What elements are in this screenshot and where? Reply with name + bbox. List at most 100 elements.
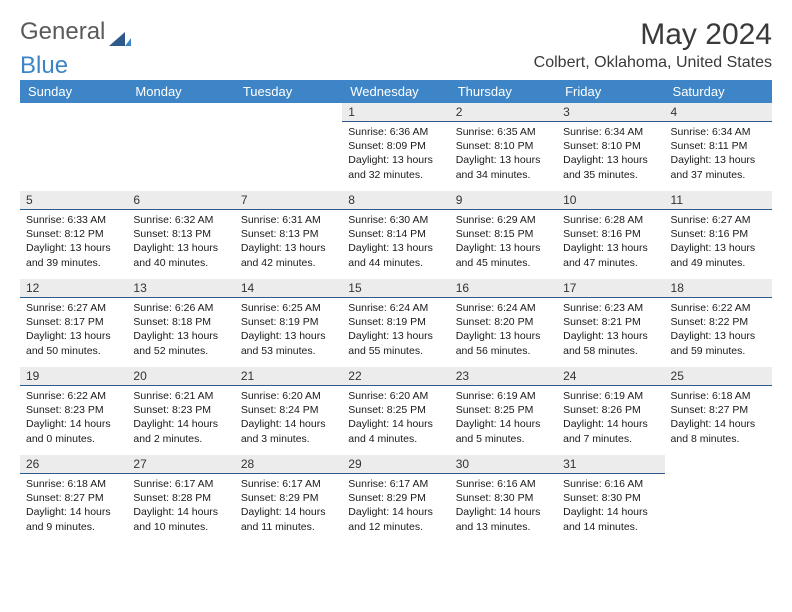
- day-header: Saturday: [665, 80, 772, 103]
- day-details: Sunrise: 6:32 AMSunset: 8:13 PMDaylight:…: [127, 210, 234, 274]
- calendar-day-cell: [235, 103, 342, 191]
- day-number: 11: [665, 191, 772, 210]
- brand-logo-line2: Blue: [20, 52, 68, 80]
- calendar-day-cell: 17Sunrise: 6:23 AMSunset: 8:21 PMDayligh…: [557, 279, 664, 367]
- day-number: 25: [665, 367, 772, 386]
- day-number: 31: [557, 455, 664, 474]
- calendar-day-cell: 2Sunrise: 6:35 AMSunset: 8:10 PMDaylight…: [450, 103, 557, 191]
- day-number: 29: [342, 455, 449, 474]
- day-details: Sunrise: 6:28 AMSunset: 8:16 PMDaylight:…: [557, 210, 664, 274]
- day-details: Sunrise: 6:25 AMSunset: 8:19 PMDaylight:…: [235, 298, 342, 362]
- calendar-day-cell: 27Sunrise: 6:17 AMSunset: 8:28 PMDayligh…: [127, 455, 234, 543]
- day-number: 21: [235, 367, 342, 386]
- location-text: Colbert, Oklahoma, United States: [534, 54, 772, 72]
- day-details: Sunrise: 6:24 AMSunset: 8:19 PMDaylight:…: [342, 298, 449, 362]
- day-details: Sunrise: 6:19 AMSunset: 8:26 PMDaylight:…: [557, 386, 664, 450]
- day-number: 14: [235, 279, 342, 298]
- day-details: Sunrise: 6:21 AMSunset: 8:23 PMDaylight:…: [127, 386, 234, 450]
- day-details: Sunrise: 6:27 AMSunset: 8:17 PMDaylight:…: [20, 298, 127, 362]
- calendar-day-cell: 7Sunrise: 6:31 AMSunset: 8:13 PMDaylight…: [235, 191, 342, 279]
- calendar-day-cell: 30Sunrise: 6:16 AMSunset: 8:30 PMDayligh…: [450, 455, 557, 543]
- calendar-day-cell: 22Sunrise: 6:20 AMSunset: 8:25 PMDayligh…: [342, 367, 449, 455]
- day-header: Monday: [127, 80, 234, 103]
- calendar-day-cell: 4Sunrise: 6:34 AMSunset: 8:11 PMDaylight…: [665, 103, 772, 191]
- day-header: Sunday: [20, 80, 127, 103]
- day-details: Sunrise: 6:16 AMSunset: 8:30 PMDaylight:…: [557, 474, 664, 538]
- day-details: Sunrise: 6:20 AMSunset: 8:24 PMDaylight:…: [235, 386, 342, 450]
- logo-sail-icon: [109, 25, 131, 39]
- calendar-day-cell: 21Sunrise: 6:20 AMSunset: 8:24 PMDayligh…: [235, 367, 342, 455]
- calendar-day-cell: 3Sunrise: 6:34 AMSunset: 8:10 PMDaylight…: [557, 103, 664, 191]
- day-number: 2: [450, 103, 557, 122]
- day-number: 4: [665, 103, 772, 122]
- day-number: 1: [342, 103, 449, 122]
- day-details: Sunrise: 6:22 AMSunset: 8:22 PMDaylight:…: [665, 298, 772, 362]
- calendar-day-cell: 26Sunrise: 6:18 AMSunset: 8:27 PMDayligh…: [20, 455, 127, 543]
- day-number: 8: [342, 191, 449, 210]
- day-details: Sunrise: 6:29 AMSunset: 8:15 PMDaylight:…: [450, 210, 557, 274]
- calendar-day-cell: 31Sunrise: 6:16 AMSunset: 8:30 PMDayligh…: [557, 455, 664, 543]
- day-details: Sunrise: 6:34 AMSunset: 8:11 PMDaylight:…: [665, 122, 772, 186]
- day-number: 30: [450, 455, 557, 474]
- calendar-day-cell: 5Sunrise: 6:33 AMSunset: 8:12 PMDaylight…: [20, 191, 127, 279]
- day-number: 20: [127, 367, 234, 386]
- calendar-day-cell: 8Sunrise: 6:30 AMSunset: 8:14 PMDaylight…: [342, 191, 449, 279]
- day-details: Sunrise: 6:17 AMSunset: 8:28 PMDaylight:…: [127, 474, 234, 538]
- calendar-week-row: 12Sunrise: 6:27 AMSunset: 8:17 PMDayligh…: [20, 279, 772, 367]
- calendar-week-row: 26Sunrise: 6:18 AMSunset: 8:27 PMDayligh…: [20, 455, 772, 543]
- calendar-day-cell: 6Sunrise: 6:32 AMSunset: 8:13 PMDaylight…: [127, 191, 234, 279]
- calendar-day-cell: 1Sunrise: 6:36 AMSunset: 8:09 PMDaylight…: [342, 103, 449, 191]
- day-number: 10: [557, 191, 664, 210]
- day-header: Thursday: [450, 80, 557, 103]
- day-details: Sunrise: 6:33 AMSunset: 8:12 PMDaylight:…: [20, 210, 127, 274]
- day-number: 16: [450, 279, 557, 298]
- day-details: Sunrise: 6:24 AMSunset: 8:20 PMDaylight:…: [450, 298, 557, 362]
- calendar-day-cell: 18Sunrise: 6:22 AMSunset: 8:22 PMDayligh…: [665, 279, 772, 367]
- brand-text-1: General: [20, 18, 105, 46]
- day-number: 5: [20, 191, 127, 210]
- calendar-day-cell: [127, 103, 234, 191]
- calendar-day-cell: 28Sunrise: 6:17 AMSunset: 8:29 PMDayligh…: [235, 455, 342, 543]
- day-details: Sunrise: 6:18 AMSunset: 8:27 PMDaylight:…: [20, 474, 127, 538]
- day-details: Sunrise: 6:17 AMSunset: 8:29 PMDaylight:…: [342, 474, 449, 538]
- header: General May 2024: [20, 18, 772, 52]
- calendar-week-row: 1Sunrise: 6:36 AMSunset: 8:09 PMDaylight…: [20, 103, 772, 191]
- brand-text-2: Blue: [20, 52, 68, 80]
- day-details: Sunrise: 6:26 AMSunset: 8:18 PMDaylight:…: [127, 298, 234, 362]
- day-details: Sunrise: 6:34 AMSunset: 8:10 PMDaylight:…: [557, 122, 664, 186]
- day-number: 9: [450, 191, 557, 210]
- day-number: 12: [20, 279, 127, 298]
- calendar-table: SundayMondayTuesdayWednesdayThursdayFrid…: [20, 80, 772, 543]
- day-number: 27: [127, 455, 234, 474]
- day-number: 17: [557, 279, 664, 298]
- calendar-day-cell: 15Sunrise: 6:24 AMSunset: 8:19 PMDayligh…: [342, 279, 449, 367]
- calendar-day-cell: 24Sunrise: 6:19 AMSunset: 8:26 PMDayligh…: [557, 367, 664, 455]
- calendar-day-cell: 11Sunrise: 6:27 AMSunset: 8:16 PMDayligh…: [665, 191, 772, 279]
- calendar-day-cell: [20, 103, 127, 191]
- calendar-day-cell: [665, 455, 772, 543]
- calendar-day-cell: 9Sunrise: 6:29 AMSunset: 8:15 PMDaylight…: [450, 191, 557, 279]
- day-number: 26: [20, 455, 127, 474]
- calendar-day-cell: 19Sunrise: 6:22 AMSunset: 8:23 PMDayligh…: [20, 367, 127, 455]
- day-details: Sunrise: 6:27 AMSunset: 8:16 PMDaylight:…: [665, 210, 772, 274]
- calendar-day-cell: 25Sunrise: 6:18 AMSunset: 8:27 PMDayligh…: [665, 367, 772, 455]
- brand-logo: General: [20, 18, 133, 46]
- day-details: Sunrise: 6:22 AMSunset: 8:23 PMDaylight:…: [20, 386, 127, 450]
- day-details: Sunrise: 6:16 AMSunset: 8:30 PMDaylight:…: [450, 474, 557, 538]
- day-details: Sunrise: 6:17 AMSunset: 8:29 PMDaylight:…: [235, 474, 342, 538]
- day-number: 6: [127, 191, 234, 210]
- day-header: Tuesday: [235, 80, 342, 103]
- calendar-day-cell: 29Sunrise: 6:17 AMSunset: 8:29 PMDayligh…: [342, 455, 449, 543]
- day-header-row: SundayMondayTuesdayWednesdayThursdayFrid…: [20, 80, 772, 103]
- day-details: Sunrise: 6:35 AMSunset: 8:10 PMDaylight:…: [450, 122, 557, 186]
- day-details: Sunrise: 6:30 AMSunset: 8:14 PMDaylight:…: [342, 210, 449, 274]
- calendar-day-cell: 20Sunrise: 6:21 AMSunset: 8:23 PMDayligh…: [127, 367, 234, 455]
- day-details: Sunrise: 6:20 AMSunset: 8:25 PMDaylight:…: [342, 386, 449, 450]
- day-number: 28: [235, 455, 342, 474]
- day-number: 24: [557, 367, 664, 386]
- day-number: 22: [342, 367, 449, 386]
- day-number: 23: [450, 367, 557, 386]
- day-number: 19: [20, 367, 127, 386]
- day-number: 15: [342, 279, 449, 298]
- day-details: Sunrise: 6:36 AMSunset: 8:09 PMDaylight:…: [342, 122, 449, 186]
